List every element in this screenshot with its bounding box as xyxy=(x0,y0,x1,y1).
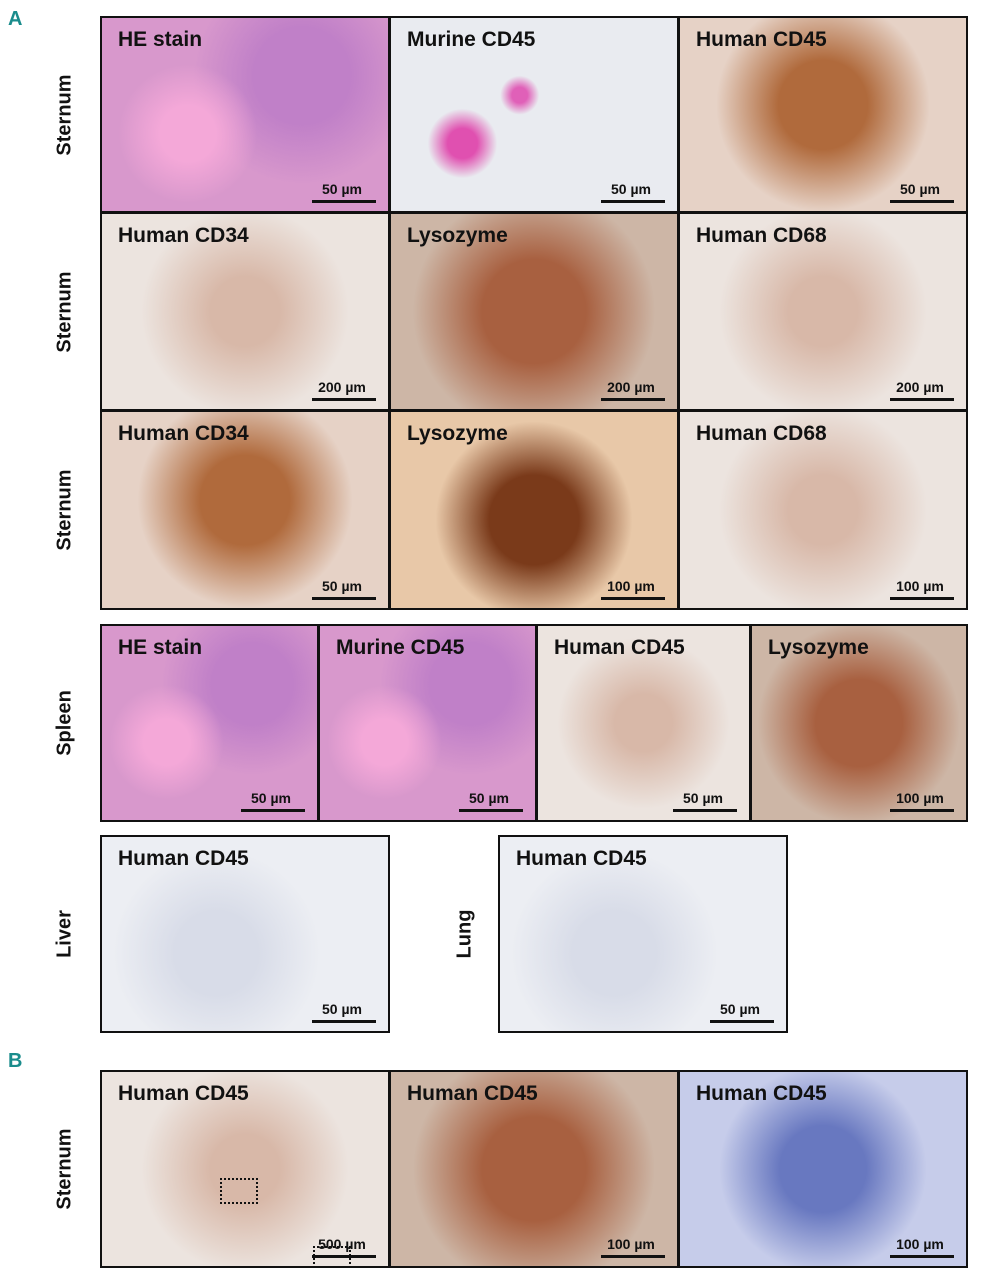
region-box xyxy=(220,1178,258,1204)
scale-bar xyxy=(312,1255,376,1258)
micrograph: Human CD68 100 µm xyxy=(678,410,968,610)
scale-bar xyxy=(241,809,305,812)
scale-bar-label: 50 µm xyxy=(720,1001,760,1017)
micrograph: Murine CD45 50 µm xyxy=(389,16,679,213)
micrograph: HE stain 50 µm xyxy=(100,16,390,213)
panel-letter: A xyxy=(8,8,23,30)
image-title: HE stain xyxy=(118,636,203,659)
scale-bar xyxy=(601,597,665,600)
scale-bar-label: 50 µm xyxy=(322,578,362,594)
image-title: Human CD45 xyxy=(118,847,249,870)
image-title: Human CD45 xyxy=(118,1082,249,1105)
scale-bar-label: 100 µm xyxy=(896,790,944,806)
image-title: Human CD45 xyxy=(696,1082,827,1105)
scale-bar xyxy=(890,1255,954,1258)
micrograph: Lysozyme 100 µm xyxy=(750,624,968,822)
scale-bar-label: 50 µm xyxy=(322,181,362,197)
image-title: Human CD45 xyxy=(407,1082,538,1105)
micrograph: Lysozyme 200 µm xyxy=(389,212,679,411)
scale-bar xyxy=(673,809,737,812)
scale-bar xyxy=(601,398,665,401)
image-title: Human CD45 xyxy=(554,636,685,659)
image-title: Murine CD45 xyxy=(336,636,465,659)
micrograph: Murine CD45 50 µm xyxy=(318,624,537,822)
micrograph: Human CD68 200 µm xyxy=(678,212,968,411)
scale-bar xyxy=(890,597,954,600)
scale-bar-label: 50 µm xyxy=(469,790,509,806)
scale-bar-label: 50 µm xyxy=(251,790,291,806)
micrograph: Human CD45 500 µm xyxy=(100,1070,390,1268)
image-title: Human CD45 xyxy=(516,847,647,870)
image-title: Lysozyme xyxy=(407,224,508,247)
scale-bar-label: 500 µm xyxy=(318,1236,366,1252)
scale-bar-label: 50 µm xyxy=(611,181,651,197)
panel-letter: B xyxy=(8,1050,23,1072)
scale-bar xyxy=(459,809,523,812)
row-label: Sternum xyxy=(53,270,76,353)
scale-bar-label: 100 µm xyxy=(607,578,655,594)
scale-bar-label: 50 µm xyxy=(900,181,940,197)
image-title: Human CD45 xyxy=(696,28,827,51)
scale-bar-label: 200 µm xyxy=(607,379,655,395)
micrograph: Human CD34 50 µm xyxy=(100,410,390,610)
image-title: Human CD34 xyxy=(118,224,249,247)
scale-bar-label: 100 µm xyxy=(896,578,944,594)
micrograph: Human CD45 50 µm xyxy=(498,835,788,1033)
scale-bar xyxy=(890,398,954,401)
scale-bar xyxy=(312,1020,376,1023)
micrograph: Human CD34 200 µm xyxy=(100,212,390,411)
scale-bar xyxy=(710,1020,774,1023)
image-title: Human CD68 xyxy=(696,422,827,445)
row-label: Sternum xyxy=(53,469,76,551)
scale-bar xyxy=(890,200,954,203)
row-label: Lung xyxy=(453,909,476,959)
micrograph: Human CD45 50 µm xyxy=(536,624,751,822)
row-label: Sternum xyxy=(53,73,76,156)
scale-bar xyxy=(601,1255,665,1258)
scale-bar xyxy=(312,398,376,401)
scale-bar-label: 100 µm xyxy=(607,1236,655,1252)
scale-bar-label: 50 µm xyxy=(322,1001,362,1017)
scale-bar xyxy=(312,200,376,203)
scale-bar-label: 100 µm xyxy=(896,1236,944,1252)
micrograph: Human CD45 50 µm xyxy=(100,835,390,1033)
image-title: HE stain xyxy=(118,28,203,51)
micrograph: Human CD45 100 µm xyxy=(678,1070,968,1268)
row-label: Sternum xyxy=(53,1128,76,1210)
image-title: Human CD34 xyxy=(118,422,249,445)
scale-bar-label: 200 µm xyxy=(318,379,366,395)
micrograph: Lysozyme 100 µm xyxy=(389,410,679,610)
scale-bar-label: 50 µm xyxy=(683,790,723,806)
micrograph: HE stain 50 µm xyxy=(100,624,319,822)
image-title: Human CD68 xyxy=(696,224,827,247)
region-box xyxy=(313,1246,351,1268)
image-title: Lysozyme xyxy=(407,422,508,445)
scale-bar xyxy=(601,200,665,203)
image-title: Lysozyme xyxy=(768,636,869,659)
scale-bar xyxy=(312,597,376,600)
scale-bar-label: 200 µm xyxy=(896,379,944,395)
image-title: Murine CD45 xyxy=(407,28,536,51)
row-label: Liver xyxy=(53,910,76,958)
scale-bar xyxy=(890,809,954,812)
micrograph: Human CD45 50 µm xyxy=(678,16,968,213)
micrograph: Human CD45 100 µm xyxy=(389,1070,679,1268)
row-label: Spleen xyxy=(53,690,76,756)
